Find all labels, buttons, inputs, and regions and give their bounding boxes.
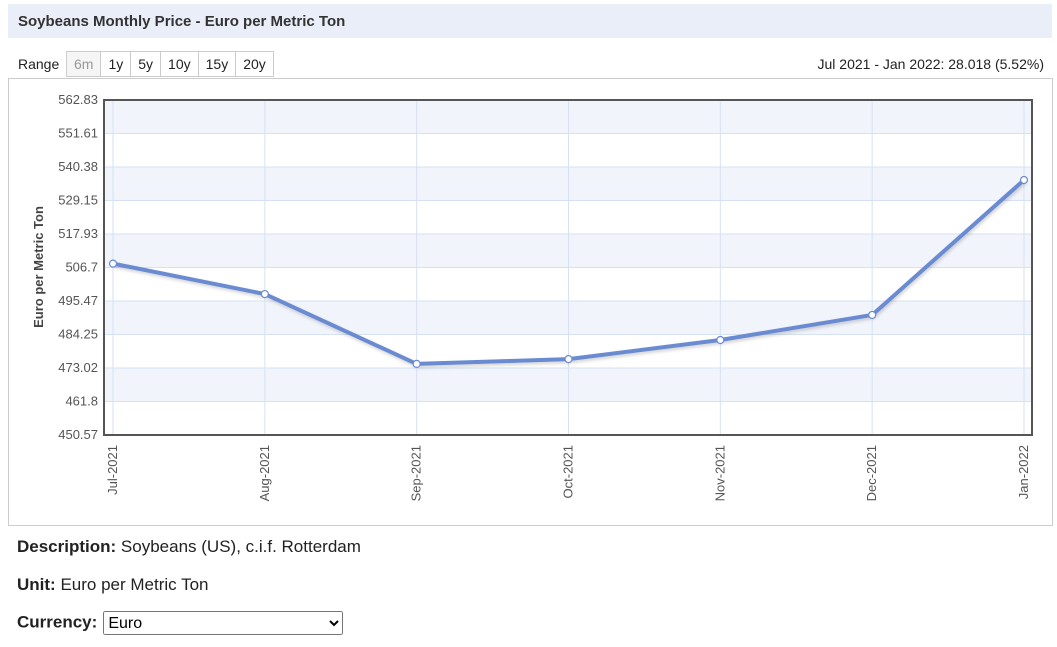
y-tick-label: 551.61 bbox=[58, 125, 98, 140]
x-tick-label: Oct-2021 bbox=[561, 445, 576, 498]
marker bbox=[716, 335, 725, 345]
chart: Euro per Metric Ton 450.57 461.8 473.02 484… bbox=[31, 92, 1033, 501]
y-tick-label: 540.38 bbox=[58, 159, 98, 174]
marker bbox=[108, 259, 118, 268]
marker bbox=[412, 359, 421, 368]
range-button[interactable]: 10y bbox=[160, 51, 199, 77]
y-tick-label: 506.7 bbox=[65, 260, 98, 275]
x-tick-label: Jan-2022 bbox=[1016, 445, 1031, 499]
unit-text: Euro per Metric Ton bbox=[60, 575, 209, 594]
range-buttons: 6m 1y 5y 10y 15y 20y bbox=[66, 51, 274, 77]
range-button[interactable]: 20y bbox=[235, 51, 274, 77]
marker bbox=[564, 355, 573, 364]
y-tick-label: 450.57 bbox=[58, 427, 98, 442]
x-tick-label: Nov-2021 bbox=[712, 445, 727, 501]
x-tick-label: Dec-2021 bbox=[864, 445, 879, 501]
y-tick-label: 473.02 bbox=[58, 360, 98, 375]
title: Soybeans Monthly Price - Euro per Metric… bbox=[18, 13, 346, 30]
y-tick-label: 562.83 bbox=[58, 92, 98, 107]
plot-border bbox=[103, 99, 1033, 436]
x-tick-label: Aug-2021 bbox=[257, 445, 272, 501]
range-button[interactable]: 15y bbox=[197, 51, 237, 77]
y-tick-label: 461.8 bbox=[65, 393, 98, 408]
y-tick-label: 529.15 bbox=[58, 193, 98, 208]
description: Description: Soybeans (US), c.i.f. Rotte… bbox=[17, 537, 361, 557]
currency: Currency: Euro bbox=[17, 611, 344, 635]
range-label: Range bbox=[18, 56, 60, 72]
marker bbox=[260, 289, 269, 299]
range-button[interactable]: 1y bbox=[100, 51, 132, 77]
y-tick-label: 517.93 bbox=[58, 226, 98, 241]
unit: Unit: Euro per Metric Ton bbox=[17, 575, 208, 595]
chart-box bbox=[8, 78, 1053, 526]
y-tick-label: 495.47 bbox=[58, 293, 98, 308]
currency-select[interactable]: Euro bbox=[103, 611, 344, 635]
x-tick-label: Sep-2021 bbox=[409, 445, 424, 501]
description-text: Soybeans (US), c.i.f. Rotterdam bbox=[120, 537, 361, 556]
unit-label: Unit: bbox=[17, 575, 56, 594]
y-axis-label: Euro per Metric Ton bbox=[31, 206, 46, 328]
marker bbox=[868, 310, 877, 320]
marker bbox=[1019, 175, 1029, 185]
y-tick-label: 484.25 bbox=[58, 326, 98, 341]
header: Soybeans Monthly Price - Euro per Metric… bbox=[8, 4, 1052, 38]
currency-label: Currency: bbox=[17, 612, 98, 632]
range-summary: Jul 2021 - Jan 2022: 28.018 (5.52%) bbox=[817, 56, 1045, 72]
x-tick-label: Jul-2021 bbox=[105, 445, 120, 495]
description-label: Description: bbox=[17, 537, 117, 556]
